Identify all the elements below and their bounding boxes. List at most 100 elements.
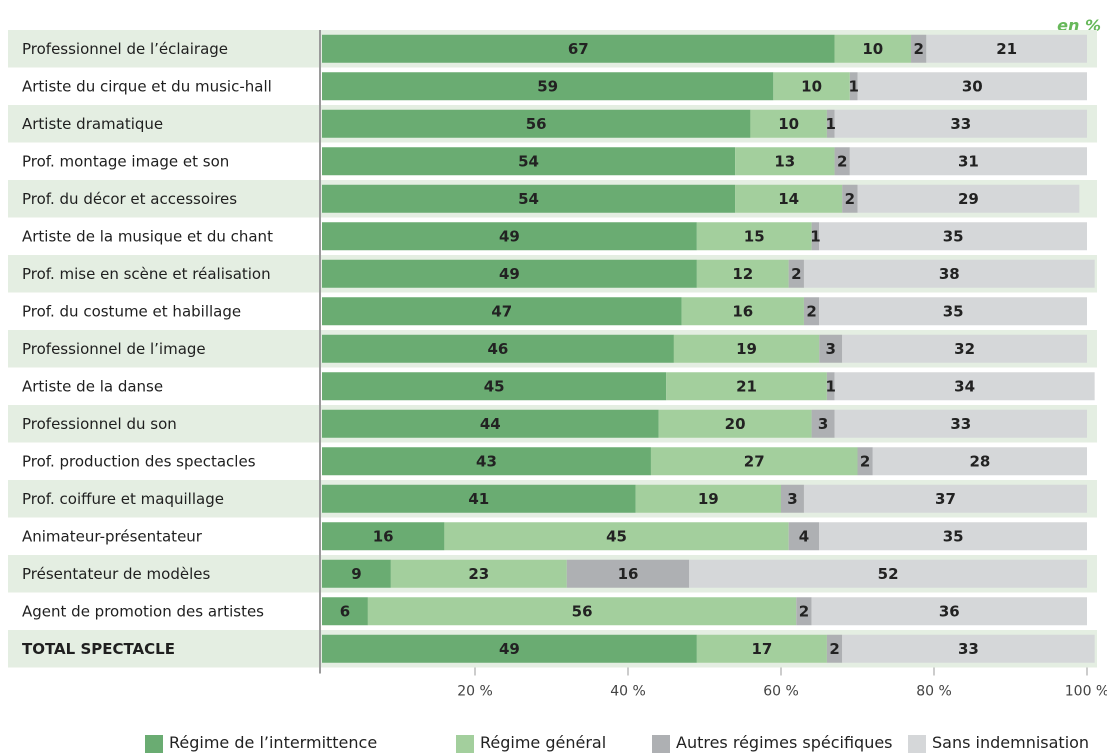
data-label: 47 bbox=[491, 302, 512, 320]
category-label: Prof. du costume et habillage bbox=[22, 302, 241, 320]
bar-segment bbox=[849, 147, 1087, 176]
category-label: Artiste de la danse bbox=[22, 377, 163, 395]
bar-segment bbox=[689, 559, 1087, 588]
data-label: 30 bbox=[962, 77, 983, 95]
bar-segment bbox=[803, 297, 820, 326]
legend-label: Autres régimes spécifiques bbox=[676, 733, 893, 752]
category-label: Professionnel de l’éclairage bbox=[22, 40, 228, 58]
data-label: 21 bbox=[996, 40, 1017, 58]
bar-segment bbox=[735, 147, 835, 176]
data-label: 16 bbox=[732, 302, 753, 320]
data-label: 35 bbox=[943, 227, 964, 245]
bar-segment bbox=[322, 559, 391, 588]
bar-segment bbox=[826, 372, 835, 401]
data-label: 67 bbox=[568, 40, 589, 58]
data-label: 3 bbox=[818, 415, 828, 433]
bar-segment bbox=[322, 334, 674, 363]
category-label: Prof. montage image et son bbox=[22, 152, 229, 170]
data-label: 49 bbox=[499, 640, 520, 658]
chart-legend: Régime de l’intermittence Régime général A… bbox=[0, 732, 1107, 754]
data-label: 1 bbox=[826, 115, 836, 133]
bar-segment bbox=[322, 147, 736, 176]
x-tick-label: 80 % bbox=[916, 684, 952, 700]
bar-segment bbox=[857, 72, 1087, 101]
data-label: 54 bbox=[518, 152, 539, 170]
bar-segment bbox=[811, 222, 820, 251]
data-label: 3 bbox=[787, 490, 797, 508]
data-label: 37 bbox=[935, 490, 956, 508]
data-label: 1 bbox=[826, 377, 836, 395]
category-label: Professionnel du son bbox=[22, 415, 177, 433]
bar-segment bbox=[842, 334, 1087, 363]
bar-segment bbox=[834, 34, 912, 63]
x-tick-label: 100 % bbox=[1065, 684, 1107, 700]
data-label: 38 bbox=[939, 265, 960, 283]
legend-swatch bbox=[456, 735, 474, 753]
bar-segment bbox=[819, 522, 1087, 551]
bar-segment bbox=[849, 72, 858, 101]
x-tick-label: 40 % bbox=[610, 684, 646, 700]
data-label: 3 bbox=[826, 340, 836, 358]
data-label: 28 bbox=[969, 452, 990, 470]
bar-segment bbox=[750, 109, 827, 138]
bar-segment bbox=[322, 597, 368, 626]
bar-segment bbox=[696, 259, 789, 288]
data-label: 44 bbox=[480, 415, 501, 433]
data-label: 10 bbox=[801, 77, 822, 95]
legend-swatch bbox=[145, 735, 163, 753]
bar-segment bbox=[390, 559, 567, 588]
data-label: 1 bbox=[810, 227, 820, 245]
bar-segment bbox=[635, 484, 781, 513]
bar-segment bbox=[872, 447, 1087, 476]
category-label: Prof. du décor et accessoires bbox=[22, 190, 237, 208]
bar-segment bbox=[650, 447, 858, 476]
data-label: 29 bbox=[958, 190, 979, 208]
data-label: 17 bbox=[751, 640, 772, 658]
data-label: 35 bbox=[943, 302, 964, 320]
x-tick-label: 20 % bbox=[457, 684, 493, 700]
data-label: 13 bbox=[774, 152, 795, 170]
bar-segment bbox=[819, 222, 1087, 251]
data-label: 23 bbox=[468, 565, 489, 583]
bar-segment bbox=[819, 297, 1087, 326]
data-label: 43 bbox=[476, 452, 497, 470]
bar-segment bbox=[322, 409, 659, 438]
data-label: 6 bbox=[340, 602, 350, 620]
data-label: 56 bbox=[526, 115, 547, 133]
bar-segment bbox=[322, 259, 697, 288]
data-label: 15 bbox=[744, 227, 765, 245]
data-label: 2 bbox=[845, 190, 855, 208]
x-tick-label: 60 % bbox=[763, 684, 799, 700]
data-label: 45 bbox=[484, 377, 505, 395]
bar-segment bbox=[811, 409, 835, 438]
legend-label: Régime général bbox=[480, 733, 607, 752]
data-label: 16 bbox=[373, 527, 394, 545]
data-label: 9 bbox=[351, 565, 361, 583]
category-label: Présentateur de modèles bbox=[22, 565, 210, 583]
bar-segment bbox=[673, 334, 820, 363]
data-label: 2 bbox=[806, 302, 816, 320]
data-label: 52 bbox=[878, 565, 899, 583]
data-label: 2 bbox=[791, 265, 801, 283]
legend-swatch bbox=[908, 735, 926, 753]
data-label: 45 bbox=[606, 527, 627, 545]
data-label: 12 bbox=[732, 265, 753, 283]
bar-segment bbox=[834, 109, 1087, 138]
bar-segment bbox=[842, 184, 858, 213]
legend-swatch bbox=[652, 735, 670, 753]
category-label: Artiste de la musique et du chant bbox=[22, 227, 273, 245]
category-label: Artiste dramatique bbox=[22, 115, 163, 133]
bar-segment bbox=[322, 34, 835, 63]
legend-label: Régime de l’intermittence bbox=[169, 733, 378, 752]
data-label: 21 bbox=[736, 377, 757, 395]
bar-segment bbox=[926, 34, 1087, 63]
category-label: Professionnel de l’image bbox=[22, 340, 206, 358]
bar-segment bbox=[444, 522, 789, 551]
data-label: 2 bbox=[837, 152, 847, 170]
data-label: 2 bbox=[860, 452, 870, 470]
data-label: 41 bbox=[468, 490, 489, 508]
data-label: 49 bbox=[499, 227, 520, 245]
data-label: 2 bbox=[913, 40, 923, 58]
data-label: 59 bbox=[537, 77, 558, 95]
bar-segment bbox=[322, 522, 445, 551]
